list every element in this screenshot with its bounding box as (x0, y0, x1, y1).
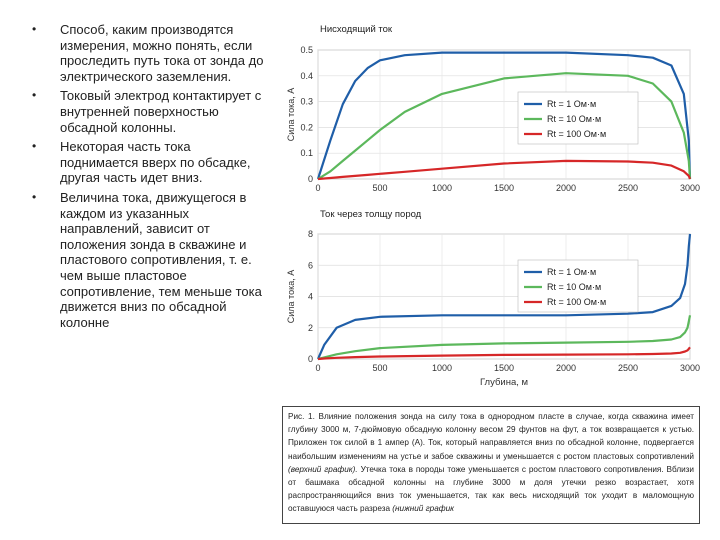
y-tick-label: 2 (308, 323, 313, 333)
y-tick-label: 8 (308, 229, 313, 239)
x-tick-label: 1500 (494, 183, 514, 193)
y-tick-label: 6 (308, 260, 313, 270)
x-tick-label: 1500 (494, 363, 514, 373)
x-tick-label: 1000 (432, 183, 452, 193)
x-axis-label: Глубина, м (480, 377, 528, 388)
x-tick-label: 3000 (680, 183, 700, 193)
bullet-dot: • (32, 189, 37, 204)
bullet-dot: • (32, 139, 37, 154)
y-tick-label: 0 (308, 174, 313, 184)
series-line-2 (317, 72, 692, 180)
bullet-text: Некоторая часть тока поднимается вверх п… (60, 139, 251, 186)
series-line-3 (317, 346, 691, 361)
x-tick-label: 2000 (556, 183, 576, 193)
caption-text-1: Рис. 1. Влияние положения зонда на силу … (288, 412, 694, 461)
bullet-item: • Токовый электрод контактирует с внутрен… (28, 88, 268, 135)
x-tick-label: 500 (372, 363, 387, 373)
caption-text-2: Утечка тока в породы тоже уменьшается с … (288, 464, 694, 514)
legend (517, 259, 639, 313)
x-tick-label: 500 (372, 183, 387, 193)
legend-label: Rt = 1 Ом·м (547, 99, 596, 109)
series-line-3 (317, 159, 692, 181)
bullet-item: • Некоторая часть тока поднимается вверх … (28, 139, 268, 186)
bullet-text: Способ, каким производятся измерения, мо… (60, 22, 264, 84)
x-tick-label: 0 (315, 363, 320, 373)
y-tick-label: 0.4 (300, 71, 313, 81)
bullet-item: • Величина тока, движущегося в каждом из … (28, 190, 268, 330)
y-tick-label: 0.2 (300, 122, 313, 132)
chart-1 (316, 49, 692, 181)
bullet-item: • Способ, каким производятся измерения, м… (28, 22, 268, 84)
legend-label: Rt = 10 Ом·м (547, 282, 601, 292)
y-tick-label: 4 (308, 292, 313, 302)
charts-figure: 00.10.20.30.40.50 500 1000 1500 2000 2500 3000… (286, 24, 700, 388)
y-axis-label: Сила тока, А (286, 88, 296, 141)
y-axis-label: Сила тока, А (286, 270, 296, 323)
bullet-list: • Способ, каким производятся измерения, м… (28, 22, 268, 334)
bullet-dot: • (32, 88, 37, 103)
legend-label: Rt = 100 Ом·м (547, 297, 606, 307)
x-tick-label: 2500 (618, 183, 638, 193)
x-tick-label: 2000 (556, 363, 576, 373)
y-tick-label: 0.1 (300, 148, 313, 158)
series-line-2 (317, 315, 692, 361)
bullet-text: Величина тока, движущегося в каждом из у… (60, 189, 262, 330)
series-line-1 (316, 233, 692, 360)
x-tick-label: 3000 (680, 363, 700, 373)
legend-label: Rt = 100 Ом·м (547, 129, 606, 139)
y-tick-label: 0 (308, 354, 313, 364)
bullet-dot: • (32, 22, 37, 36)
chart-title: Ток через толщу пород (320, 209, 422, 220)
caption-italic-2: (нижний график (392, 504, 455, 514)
legend (517, 91, 639, 145)
chart-title: Нисходящий ток (320, 24, 393, 35)
caption-italic-1: (верхний график). (288, 464, 358, 474)
chart-2 (316, 233, 692, 361)
x-tick-label: 0 (315, 183, 320, 193)
figure-caption: Рис. 1. Влияние положения зонда на силу … (282, 406, 700, 524)
y-tick-label: 0.3 (300, 97, 313, 107)
series-line-1 (316, 51, 692, 180)
x-tick-label: 1000 (432, 363, 452, 373)
y-tick-label: 0.5 (300, 45, 313, 55)
legend-label: Rt = 1 Ом·м (547, 267, 596, 277)
legend-label: Rt = 10 Ом·м (547, 114, 601, 124)
bullet-text: Токовый электрод контактирует с внутренн… (60, 88, 262, 135)
x-tick-label: 2500 (618, 363, 638, 373)
